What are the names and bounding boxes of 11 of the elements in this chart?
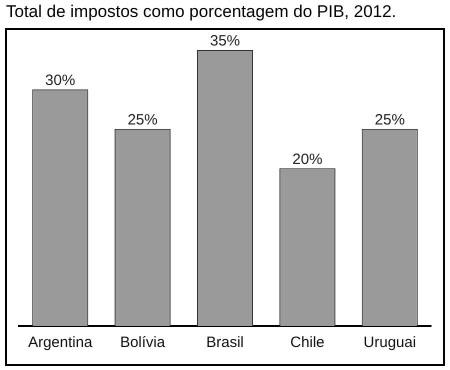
x-tick-label: Chile [290,334,324,352]
x-tick-label: Bolívia [120,334,166,352]
data-label: 35% [210,32,240,50]
chart-title: Total de impostos como porcentagem do PIB, 2012. [6,2,398,22]
data-label: 25% [374,112,405,128]
x-tick-label: Uruguai [364,334,416,352]
x-tick-label: Brasil [206,334,244,352]
x-tick-label: Argentina [28,334,93,352]
data-label: 30% [45,72,76,90]
data-label: 25% [128,112,158,128]
data-label: 20% [292,150,322,168]
